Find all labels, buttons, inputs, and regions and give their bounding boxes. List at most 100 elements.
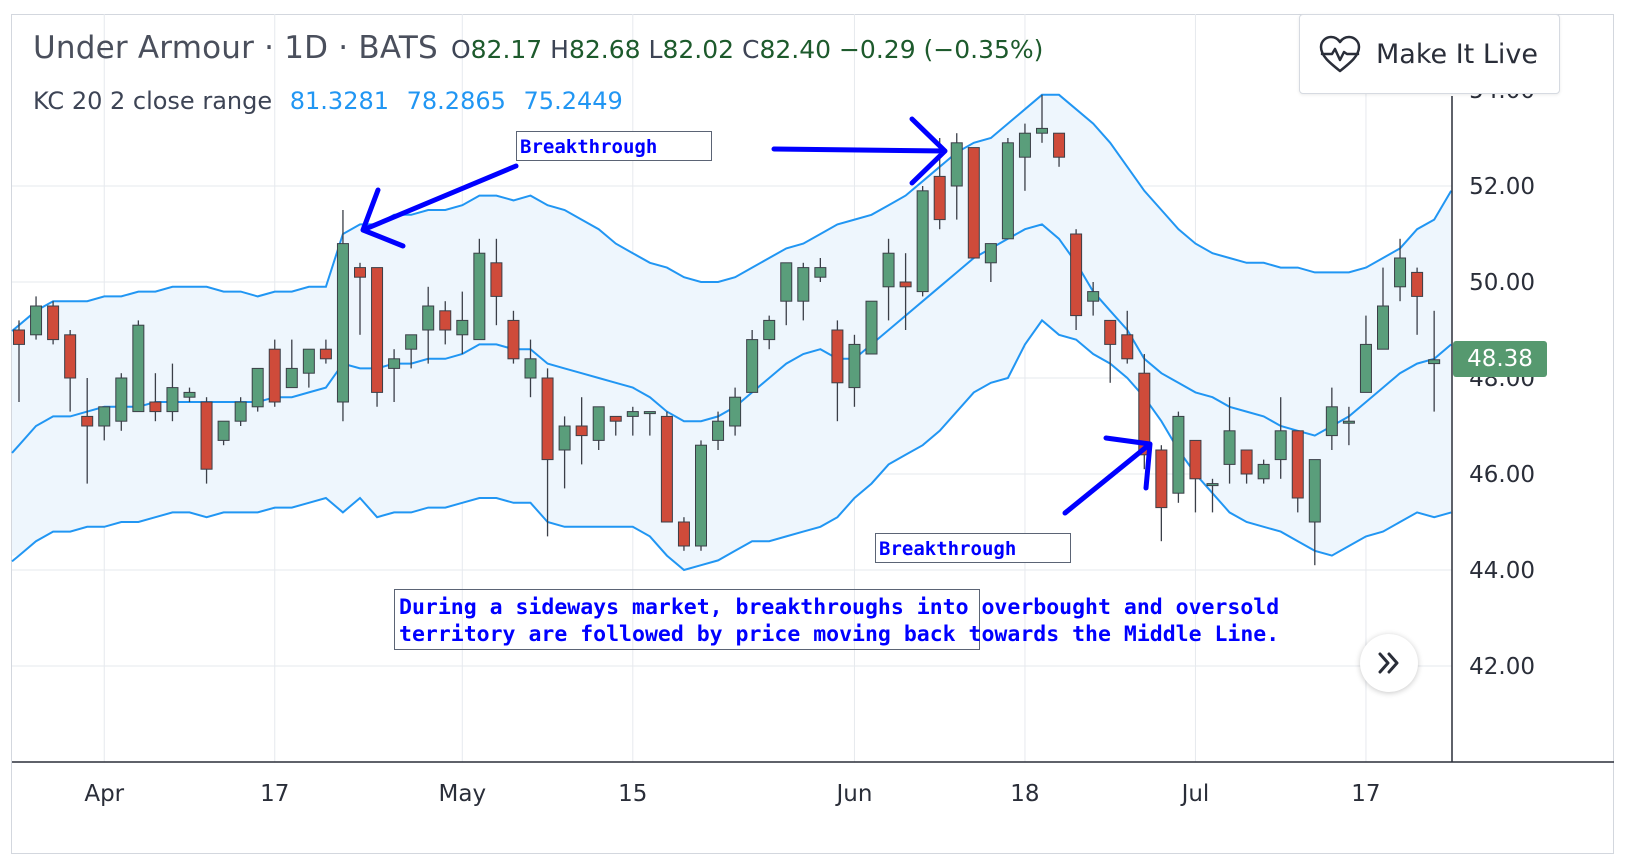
x-tick-label: 15 bbox=[618, 781, 647, 807]
candle-body bbox=[899, 281, 912, 288]
candle-body bbox=[234, 401, 247, 422]
x-tick-label: Jun bbox=[834, 781, 872, 807]
scroll-to-latest-button[interactable] bbox=[1360, 634, 1418, 692]
indicator-values: 81.3281 78.2865 75.2449 bbox=[290, 87, 633, 115]
candle bbox=[524, 339, 537, 398]
y-tick-label: 52.00 bbox=[1469, 174, 1535, 200]
heart-pulse-icon bbox=[1319, 35, 1361, 73]
candle bbox=[1308, 459, 1321, 566]
candle-body bbox=[712, 420, 725, 441]
candle-body bbox=[524, 358, 537, 379]
candle-body bbox=[1018, 132, 1031, 158]
change-value: −0.29 (−0.35%) bbox=[838, 35, 1044, 64]
y-tick-label: 50.00 bbox=[1469, 270, 1535, 296]
candle bbox=[660, 411, 673, 523]
candle-body bbox=[1291, 430, 1304, 499]
candle bbox=[1240, 449, 1253, 484]
candle bbox=[1206, 478, 1219, 513]
candle-body bbox=[1257, 463, 1270, 480]
candle-body bbox=[1342, 420, 1355, 424]
arrow-3 bbox=[1062, 435, 1153, 516]
candle-body bbox=[30, 305, 43, 336]
candle-body bbox=[933, 175, 946, 221]
close-key: C bbox=[741, 35, 760, 64]
kc-lower-value: 75.2449 bbox=[523, 87, 623, 115]
candle bbox=[1257, 459, 1270, 484]
candle-body bbox=[1189, 439, 1202, 480]
candle-body bbox=[882, 252, 895, 288]
candle-body bbox=[149, 401, 162, 413]
candle-body bbox=[473, 252, 486, 341]
candle bbox=[115, 373, 128, 431]
candles bbox=[13, 94, 1441, 566]
candle-body bbox=[1206, 483, 1219, 487]
candle-body bbox=[1172, 415, 1185, 494]
candle-body bbox=[831, 329, 844, 384]
candle-body bbox=[490, 262, 503, 297]
x-tick-label: May bbox=[439, 781, 487, 807]
candle-body bbox=[865, 300, 878, 355]
candle bbox=[643, 411, 656, 436]
candle bbox=[677, 517, 690, 551]
candle bbox=[882, 238, 895, 321]
candle-body bbox=[643, 411, 656, 415]
candle-body bbox=[319, 348, 332, 360]
candle bbox=[1155, 445, 1168, 542]
candle bbox=[371, 267, 384, 407]
candle bbox=[1018, 123, 1031, 191]
x-tick-label: 18 bbox=[1010, 781, 1039, 807]
candle-body bbox=[609, 415, 622, 422]
candle bbox=[695, 440, 707, 551]
candle bbox=[1394, 238, 1407, 302]
candle bbox=[541, 368, 554, 537]
candle-body bbox=[132, 324, 145, 413]
candle-body bbox=[1240, 449, 1253, 475]
breakthrough-note-top[interactable]: Breakthrough bbox=[516, 131, 712, 161]
candle-body bbox=[371, 267, 384, 393]
sideways-market-note[interactable]: During a sideways market, breakthroughs … bbox=[394, 589, 1279, 650]
candle-body bbox=[1274, 430, 1287, 461]
candle bbox=[746, 330, 759, 393]
candle-body bbox=[1377, 305, 1389, 350]
candle bbox=[1189, 439, 1202, 513]
symbol-header: Under Armour · 1D · BATS O82.17 H82.68 L… bbox=[33, 30, 1043, 66]
keltner-upper-line bbox=[11, 93, 1453, 332]
candle-body bbox=[1087, 291, 1100, 302]
indicator-legend[interactable]: KC 20 2 close range 81.3281 78.2865 75.2… bbox=[33, 87, 633, 115]
high-value: 82.68 bbox=[568, 35, 641, 64]
candle-body bbox=[439, 310, 452, 331]
high-key: H bbox=[550, 35, 569, 64]
candle-body bbox=[47, 305, 60, 341]
make-it-live-label: Make It Live bbox=[1376, 38, 1538, 70]
candle-body bbox=[422, 305, 435, 331]
y-tick-label: 44.00 bbox=[1469, 558, 1535, 584]
candle bbox=[1359, 315, 1372, 393]
candle-body bbox=[200, 401, 213, 470]
x-tick-label: 17 bbox=[1351, 781, 1380, 807]
kc-middle-value: 78.2865 bbox=[406, 87, 506, 115]
candle bbox=[490, 238, 503, 326]
candle-body bbox=[183, 391, 196, 398]
make-it-live-button[interactable]: Make It Live bbox=[1299, 14, 1560, 94]
candle bbox=[30, 296, 43, 340]
candle-body bbox=[1325, 406, 1338, 437]
candle-body bbox=[217, 420, 230, 441]
candle-body bbox=[780, 262, 793, 302]
candle bbox=[388, 349, 401, 402]
candle-body bbox=[916, 190, 929, 293]
candle-body bbox=[64, 334, 77, 379]
candle bbox=[797, 262, 810, 321]
candle-body bbox=[695, 444, 707, 547]
candle bbox=[1070, 229, 1083, 330]
candle bbox=[626, 406, 639, 436]
candle bbox=[814, 258, 827, 282]
candle-body bbox=[950, 142, 963, 187]
candle-body bbox=[285, 367, 298, 389]
candle-body bbox=[660, 415, 673, 523]
candle bbox=[132, 320, 145, 413]
x-tick-label: Apr bbox=[84, 781, 124, 807]
candle bbox=[285, 339, 298, 389]
breakthrough-note-bottom[interactable]: Breakthrough bbox=[875, 533, 1071, 563]
candle bbox=[1172, 411, 1185, 503]
